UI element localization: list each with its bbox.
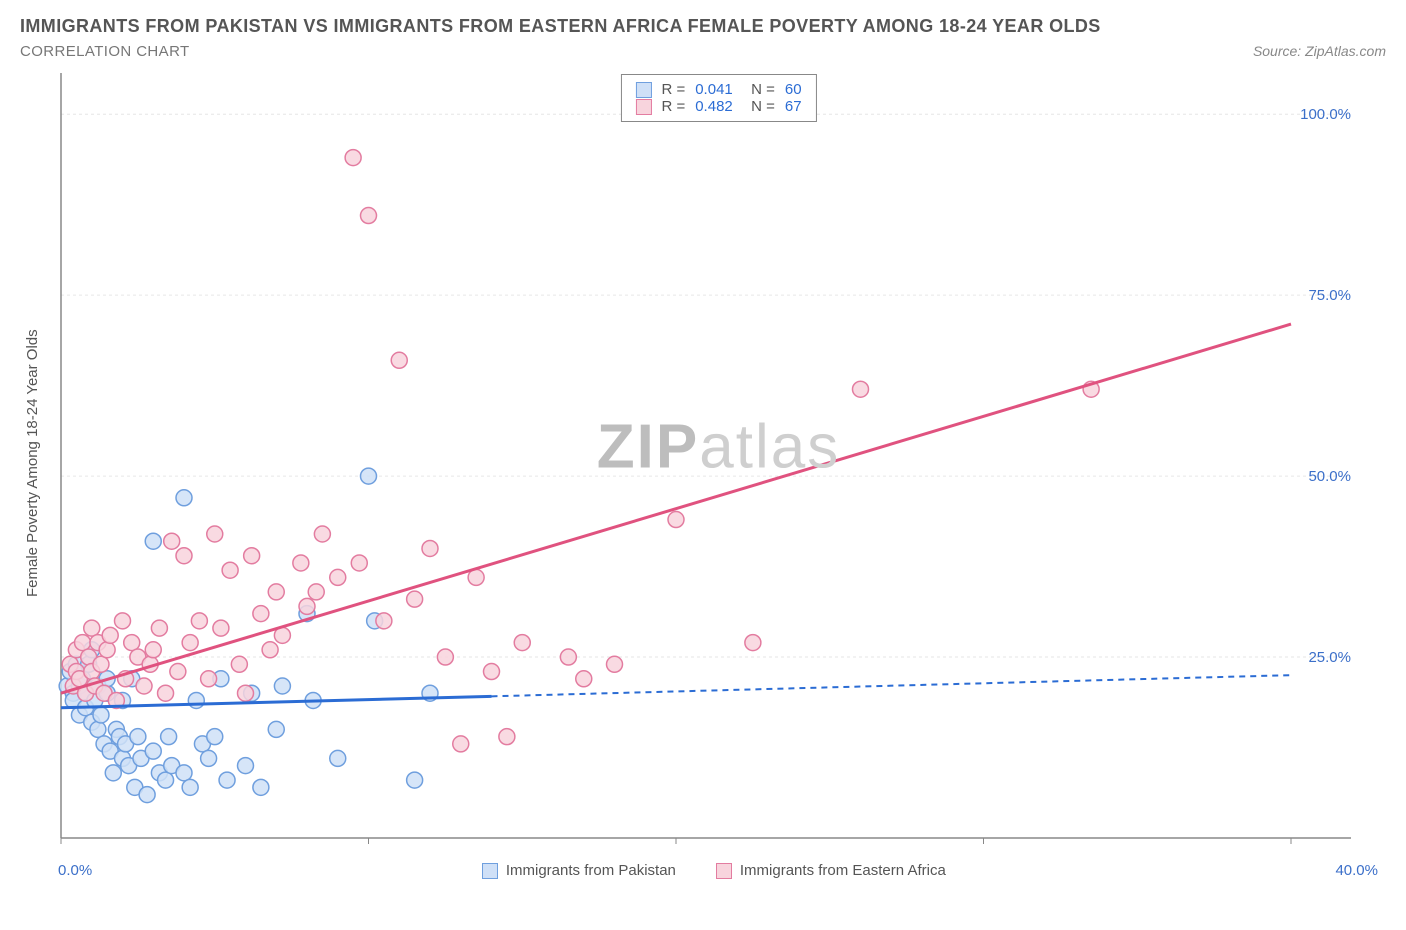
legend-label-pakistan: Immigrants from Pakistan [506,862,676,879]
y-axis-label: Female Poverty Among 18-24 Year Olds [20,68,45,858]
n-value-eafrica: 67 [785,98,802,115]
legend-item-pakistan: Immigrants from Pakistan [482,862,676,879]
r-value-eafrica: 0.482 [695,98,733,115]
correlation-stats-box: R = 0.041 N = 60 R = 0.482 N = 67 [620,74,816,122]
svg-text:25.0%: 25.0% [1308,649,1351,666]
stat-row-eafrica: R = 0.482 N = 67 [635,98,801,115]
svg-text:100.0%: 100.0% [1300,106,1351,123]
scatter-plot: 25.0% 50.0% 75.0% 100.0% [51,68,1361,858]
swatch-eafrica [635,99,651,115]
n-value-pakistan: 60 [785,81,802,98]
r-value-pakistan: 0.041 [695,81,733,98]
series-legend: Immigrants from Pakistan Immigrants from… [482,862,946,879]
legend-swatch-pakistan [482,863,498,879]
svg-text:50.0%: 50.0% [1308,468,1351,485]
swatch-pakistan [635,82,651,98]
stat-row-pakistan: R = 0.041 N = 60 [635,81,801,98]
legend-label-eafrica: Immigrants from Eastern Africa [740,862,946,879]
x-axis-min-label: 0.0% [58,862,92,879]
legend-swatch-eafrica [716,863,732,879]
svg-text:75.0%: 75.0% [1308,287,1351,304]
chart-title: IMMIGRANTS FROM PAKISTAN VS IMMIGRANTS F… [20,16,1101,36]
x-axis-max-label: 40.0% [1335,862,1378,879]
legend-item-eafrica: Immigrants from Eastern Africa [716,862,946,879]
source-label: Source: ZipAtlas.com [1253,43,1386,59]
chart-subtitle: CORRELATION CHART [20,43,190,60]
